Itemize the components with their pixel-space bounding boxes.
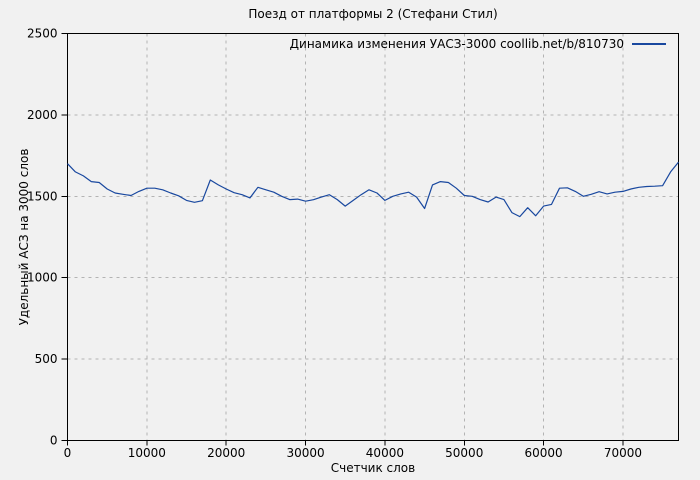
y-tick-label: 1000 xyxy=(27,271,58,285)
x-tick-label: 10000 xyxy=(128,446,166,460)
y-tick-label: 2000 xyxy=(27,108,58,122)
y-tick-label: 2500 xyxy=(27,27,58,41)
y-tick-label: 0 xyxy=(50,434,58,448)
x-tick-label: 0 xyxy=(64,446,72,460)
y-axis-label: Удельный АСЗ на 3000 слов xyxy=(17,148,31,326)
legend-label: Динамика изменения УАСЗ-3000 coollib.net… xyxy=(289,36,624,51)
x-tick-label: 60000 xyxy=(525,446,563,460)
x-tick-label: 30000 xyxy=(286,446,324,460)
y-tick-label: 500 xyxy=(35,352,58,366)
x-axis-label: Счетчик слов xyxy=(330,461,416,475)
legend: Динамика изменения УАСЗ-3000 coollib.net… xyxy=(289,36,666,51)
chart-title: Поезд от платформы 2 (Стефани Стил) xyxy=(248,7,498,21)
x-tick-label: 20000 xyxy=(207,446,245,460)
x-tick-label: 50000 xyxy=(445,446,483,460)
x-tick-label: 40000 xyxy=(366,446,404,460)
plot-border xyxy=(67,33,679,441)
legend-line-sample xyxy=(632,42,666,45)
y-tick-label: 1500 xyxy=(27,189,58,203)
x-tick-label: 70000 xyxy=(604,446,642,460)
data-series-line xyxy=(67,161,679,218)
